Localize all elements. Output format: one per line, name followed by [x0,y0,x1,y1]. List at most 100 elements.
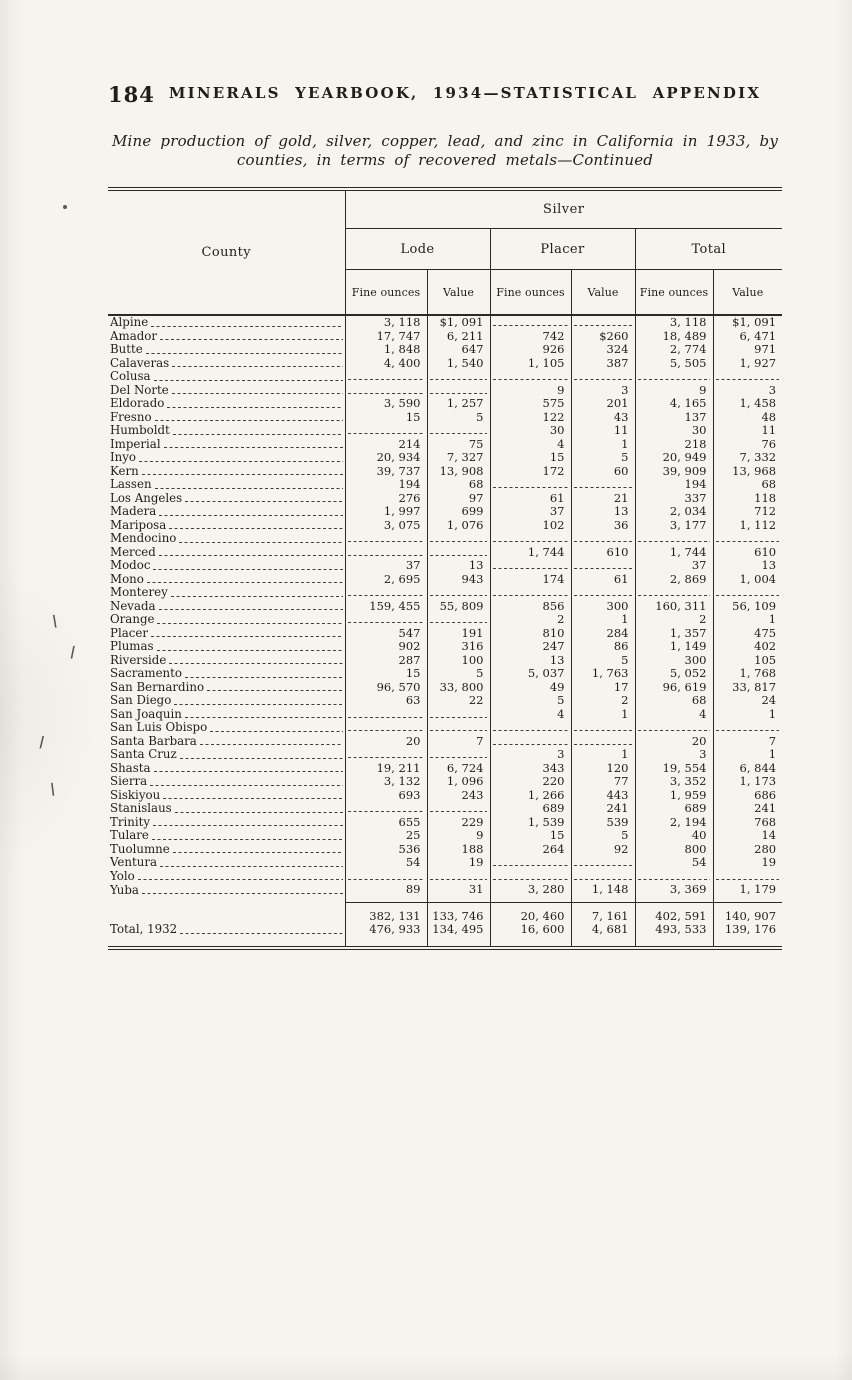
value-cell [426,383,490,397]
value-cell: 7 [712,734,783,748]
value-cell [344,532,427,546]
county-cell: Nevada [108,600,345,614]
blank-dashes [429,730,487,731]
value-cell: 1 [570,437,635,451]
value-cell [489,586,571,600]
value-cell: 37 [344,559,427,573]
blank-dashes [492,325,568,326]
value-cell: 387 [570,356,635,370]
value-cell [426,370,490,384]
blank-dashes [429,541,487,542]
value-cell: 2, 869 [634,572,713,586]
value-cell: 300 [634,653,713,667]
value-cell: 68 [634,694,713,708]
value-cell: 402 [712,640,783,654]
value-cell [344,802,427,816]
value-cell: 1, 105 [489,356,571,370]
value-cell: 575 [489,397,571,411]
value-cell [570,721,635,735]
value-cell: 1 [712,748,783,762]
county-cell: Calaveras [108,357,345,371]
county-cell: Ventura [108,856,345,870]
leader-dashes [170,595,343,597]
value-cell [426,869,490,883]
subheader-total-fine-ounces: Fine ounces [634,269,713,316]
county-label: Tulare [110,829,149,842]
leader-dashes [154,420,343,421]
value-cell: 102 [489,518,571,532]
leader-dashes [151,838,343,840]
value-cell: 284 [570,626,635,640]
value-cell: 6, 724 [426,761,490,775]
value-cell: 4 [489,437,571,451]
value-cell: 3, 177 [634,518,713,532]
blank-dashes [637,595,710,596]
value-cell: 2 [489,613,571,627]
value-cell: 7, 327 [426,451,490,465]
value-cell: 2, 034 [634,505,713,519]
value-cell: 11 [712,424,783,438]
value-cell: 6, 471 [712,329,783,343]
table-head: County Silver Lode Placer Total Fine oun… [108,189,783,316]
value-cell [344,383,427,397]
blank-dashes [637,878,710,880]
county-cell: Santa Barbara [108,735,345,749]
value-cell [570,586,635,600]
blank-dashes [573,878,632,880]
value-cell: 4, 681 [570,923,635,948]
county-label: Los Angeles [110,491,183,505]
blank-dashes [429,433,487,434]
county-label: Humboldt [110,424,170,437]
value-cell: 15 [344,410,427,424]
county-label: Yuba [110,883,139,897]
county-label: Mendocino [110,532,177,545]
county-label: Inyo [110,451,137,464]
leader-dashes [174,703,343,705]
value-cell [426,613,490,627]
value-cell: 3, 132 [344,775,427,789]
blank-dashes [347,730,424,731]
value-cell: 493, 533 [634,923,713,948]
blank-dashes [492,595,568,596]
value-cell [570,315,635,330]
value-cell [426,532,490,546]
value-cell: 174 [489,572,571,586]
value-cell: 19 [712,856,783,870]
county-cell: Modoc [108,559,345,573]
county-cell: San Luis Obispo [108,721,345,735]
value-cell: 201 [570,397,635,411]
value-cell [570,856,635,870]
value-cell: 264 [489,842,571,856]
county-label: Nevada [110,599,156,613]
value-cell [344,424,427,438]
value-cell: 810 [489,626,571,640]
value-cell [344,707,427,721]
leader-dashes [153,825,343,826]
value-cell [489,370,571,384]
value-cell: 20, 949 [634,451,713,465]
value-cell: 17, 747 [344,329,427,343]
value-cell: 316 [426,640,490,654]
blank-dashes [637,730,710,731]
value-cell: 7, 332 [712,451,783,465]
value-cell: 11 [570,424,635,438]
county-cell: Monterey [108,586,345,600]
table-row: Amador 17, 747 6, 211 742 $260 18, 489 6, 471 [108,329,783,343]
county-cell: Colusa [108,370,345,384]
value-cell: 382, 131 [344,901,427,923]
value-cell: 902 [344,640,427,654]
value-cell: 20, 460 [489,901,571,923]
county-cell: Alpine [108,315,345,330]
value-cell: 5 [570,653,635,667]
running-header: MINERALS YEARBOOK, 1934—STATISTICAL APPE… [168,84,762,102]
value-cell: 5, 052 [634,667,713,681]
county-label: Eldorado [110,397,165,410]
blank-dashes [573,865,632,866]
value-cell: 19 [426,856,490,870]
value-cell: 686 [712,788,783,802]
county-label: Mariposa [110,518,167,532]
leader-dashes [210,730,343,732]
value-cell: 31 [426,883,490,902]
value-cell: 20, 934 [344,451,427,465]
county-label: Sacramento [110,667,183,680]
